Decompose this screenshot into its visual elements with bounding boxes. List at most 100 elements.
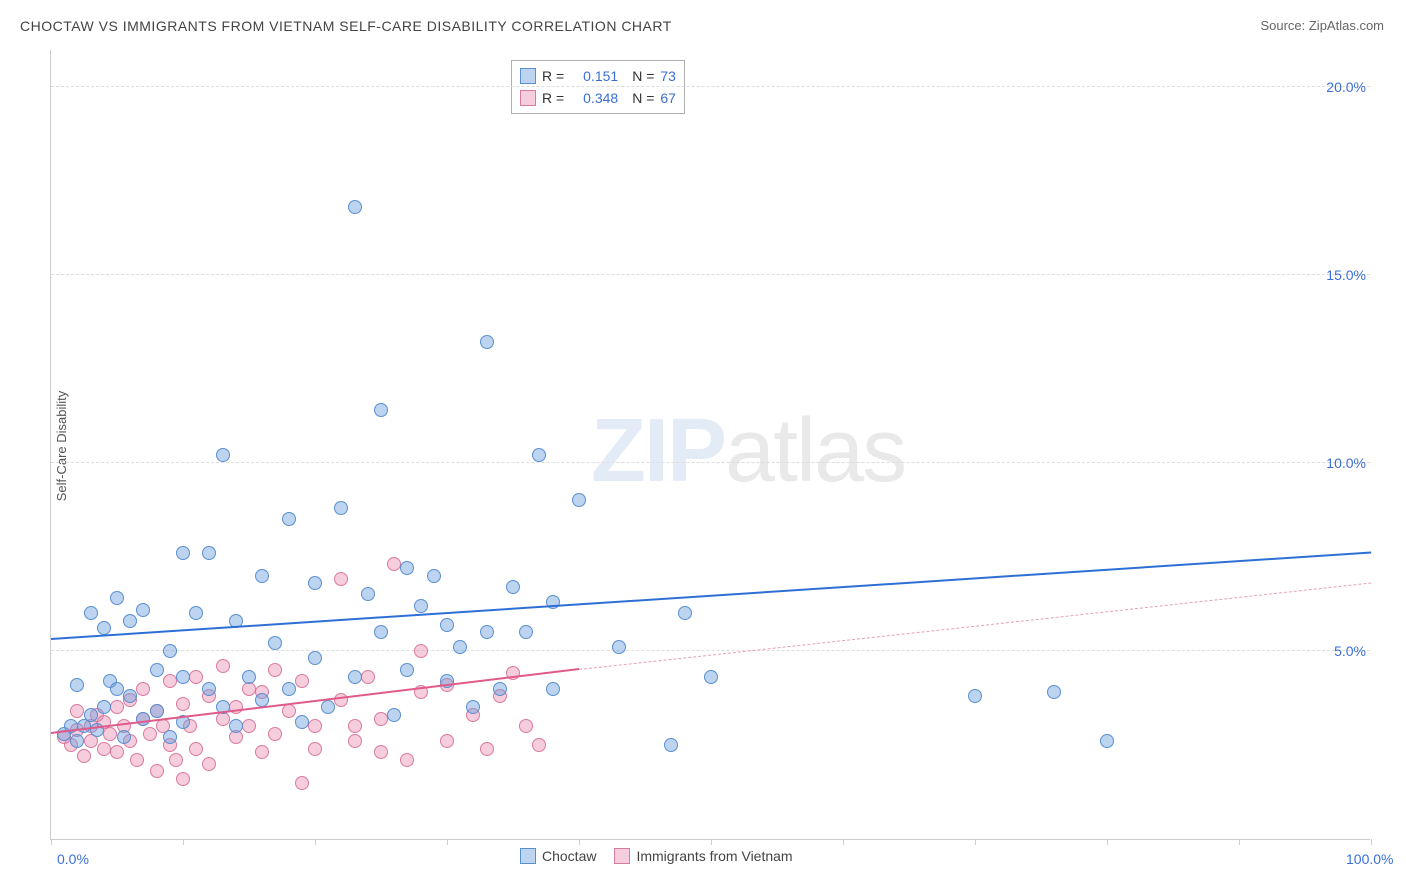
point-vietnam bbox=[282, 704, 296, 718]
point-vietnam bbox=[242, 719, 256, 733]
point-choctaw bbox=[163, 730, 177, 744]
point-choctaw bbox=[123, 614, 137, 628]
point-choctaw bbox=[136, 603, 150, 617]
watermark-atlas: atlas bbox=[725, 401, 905, 501]
point-choctaw bbox=[70, 734, 84, 748]
point-choctaw bbox=[466, 700, 480, 714]
point-choctaw bbox=[374, 625, 388, 639]
x-tick bbox=[1107, 839, 1108, 845]
point-vietnam bbox=[374, 745, 388, 759]
point-choctaw bbox=[97, 700, 111, 714]
legend-r-value: 0.151 bbox=[570, 65, 618, 87]
point-vietnam bbox=[97, 742, 111, 756]
point-vietnam bbox=[361, 670, 375, 684]
legend-r-label: R = bbox=[542, 65, 564, 87]
point-choctaw bbox=[664, 738, 678, 752]
gridline bbox=[51, 462, 1370, 463]
x-tick bbox=[447, 839, 448, 845]
point-choctaw bbox=[400, 561, 414, 575]
point-choctaw bbox=[678, 606, 692, 620]
x-tick bbox=[843, 839, 844, 845]
legend-n-value: 67 bbox=[660, 87, 676, 109]
source-label: Source: ZipAtlas.com bbox=[1260, 18, 1384, 33]
x-tick bbox=[183, 839, 184, 845]
point-choctaw bbox=[387, 708, 401, 722]
watermark: ZIPatlas bbox=[591, 400, 905, 503]
chart-plot-area: ZIPatlas R =0.151N =73R =0.348N =67 5.0%… bbox=[50, 50, 1370, 840]
point-choctaw bbox=[414, 599, 428, 613]
legend-item-vietnam: Immigrants from Vietnam bbox=[614, 848, 792, 864]
point-vietnam bbox=[532, 738, 546, 752]
point-vietnam bbox=[189, 670, 203, 684]
point-choctaw bbox=[1047, 685, 1061, 699]
point-vietnam bbox=[519, 719, 533, 733]
point-choctaw bbox=[117, 730, 131, 744]
point-vietnam bbox=[295, 776, 309, 790]
point-vietnam bbox=[295, 674, 309, 688]
point-choctaw bbox=[612, 640, 626, 654]
point-vietnam bbox=[229, 700, 243, 714]
swatch-vietnam bbox=[520, 90, 536, 106]
point-choctaw bbox=[480, 625, 494, 639]
swatch-choctaw bbox=[520, 68, 536, 84]
point-choctaw bbox=[163, 644, 177, 658]
point-choctaw bbox=[176, 546, 190, 560]
x-tick bbox=[1239, 839, 1240, 845]
point-choctaw bbox=[282, 682, 296, 696]
point-choctaw bbox=[110, 591, 124, 605]
point-vietnam bbox=[176, 697, 190, 711]
point-vietnam bbox=[348, 719, 362, 733]
point-choctaw bbox=[440, 618, 454, 632]
point-choctaw bbox=[453, 640, 467, 654]
point-choctaw bbox=[704, 670, 718, 684]
point-choctaw bbox=[229, 719, 243, 733]
point-vietnam bbox=[136, 682, 150, 696]
point-choctaw bbox=[374, 403, 388, 417]
point-vietnam bbox=[334, 693, 348, 707]
point-choctaw bbox=[480, 335, 494, 349]
point-choctaw bbox=[176, 670, 190, 684]
point-vietnam bbox=[308, 719, 322, 733]
watermark-zip: ZIP bbox=[591, 401, 725, 501]
point-choctaw bbox=[84, 708, 98, 722]
point-choctaw bbox=[216, 448, 230, 462]
point-vietnam bbox=[268, 663, 282, 677]
point-vietnam bbox=[440, 734, 454, 748]
legend-item-choctaw: Choctaw bbox=[520, 848, 596, 864]
point-choctaw bbox=[255, 569, 269, 583]
point-choctaw bbox=[189, 606, 203, 620]
point-choctaw bbox=[308, 651, 322, 665]
point-choctaw bbox=[546, 682, 560, 696]
trend-line bbox=[51, 551, 1371, 640]
gridline bbox=[51, 86, 1370, 87]
point-choctaw bbox=[150, 663, 164, 677]
point-choctaw bbox=[321, 700, 335, 714]
gridline bbox=[51, 650, 1370, 651]
legend-label: Choctaw bbox=[542, 848, 596, 864]
point-choctaw bbox=[361, 587, 375, 601]
chart-title: CHOCTAW VS IMMIGRANTS FROM VIETNAM SELF-… bbox=[20, 18, 672, 34]
swatch-choctaw bbox=[520, 848, 536, 864]
point-choctaw bbox=[493, 682, 507, 696]
point-vietnam bbox=[268, 727, 282, 741]
point-choctaw bbox=[519, 625, 533, 639]
x-tick bbox=[1371, 839, 1372, 845]
y-tick-label: 5.0% bbox=[1334, 643, 1366, 659]
gridline bbox=[51, 274, 1370, 275]
point-choctaw bbox=[427, 569, 441, 583]
point-vietnam bbox=[110, 745, 124, 759]
legend-n-label: N = bbox=[632, 87, 654, 109]
legend-correlation-box: R =0.151N =73R =0.348N =67 bbox=[511, 60, 685, 114]
legend-row-choctaw: R =0.151N =73 bbox=[520, 65, 676, 87]
point-choctaw bbox=[136, 712, 150, 726]
point-vietnam bbox=[334, 572, 348, 586]
x-tick bbox=[975, 839, 976, 845]
point-choctaw bbox=[506, 580, 520, 594]
legend-n-value: 73 bbox=[660, 65, 676, 87]
point-choctaw bbox=[295, 715, 309, 729]
point-choctaw bbox=[348, 200, 362, 214]
point-choctaw bbox=[242, 670, 256, 684]
point-vietnam bbox=[163, 674, 177, 688]
point-choctaw bbox=[1100, 734, 1114, 748]
x-tick-label: 100.0% bbox=[1346, 851, 1393, 867]
